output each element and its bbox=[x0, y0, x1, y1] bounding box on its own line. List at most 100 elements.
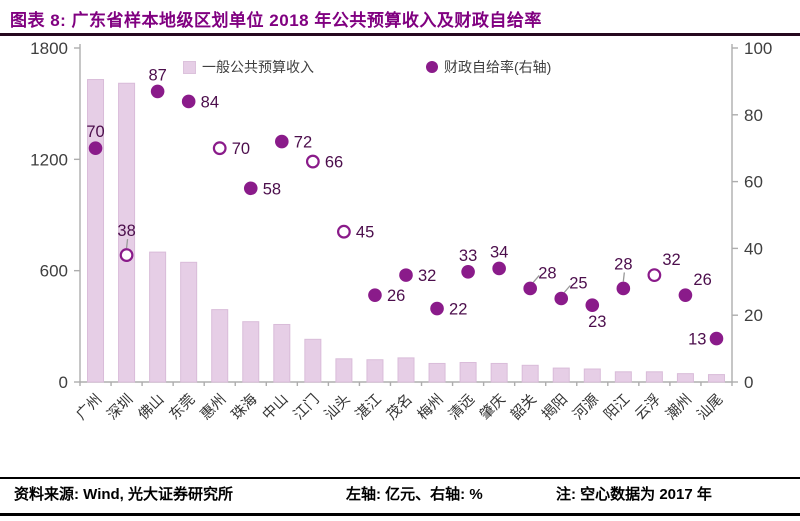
figure-title: 图表 8: 广东省样本地级区划单位 2018 年公共预算收入及财政自给率 bbox=[10, 11, 542, 30]
right-axis-tick-label: 40 bbox=[744, 239, 763, 258]
selfsufficiency-dot-广州 bbox=[88, 141, 103, 155]
revenue-bar-韶关 bbox=[521, 364, 539, 383]
footer: 资料来源: Wind, 光大证券研究所 左轴: 亿元、右轴: % 注: 空心数据… bbox=[0, 483, 800, 509]
selfsufficiency-dot-2017-云浮 bbox=[647, 268, 662, 283]
selfsufficiency-dot-韶关 bbox=[523, 281, 537, 296]
revenue-bar-肇庆 bbox=[490, 362, 508, 383]
x-axis-label-河源: 河源 bbox=[570, 390, 603, 423]
point-label-湛江: 26 bbox=[387, 287, 405, 305]
selfsufficiency-dot-东莞 bbox=[181, 94, 196, 109]
dot-swatch-icon bbox=[426, 61, 438, 73]
x-axis-label-中山: 中山 bbox=[259, 391, 292, 424]
point-label-汕头: 45 bbox=[356, 224, 374, 242]
x-axis-label-云浮: 云浮 bbox=[632, 391, 665, 424]
revenue-bar-汕尾 bbox=[707, 374, 725, 383]
selfsufficiency-dot-2017-深圳 bbox=[119, 248, 134, 262]
point-label-江门: 66 bbox=[325, 154, 343, 172]
chart-canvas: 0 600 1200 1800 0 20 40 60 80 100 广州 深圳 佛山 东莞 惠州 珠海 中山 江门… bbox=[30, 39, 772, 424]
label-leader-line bbox=[622, 272, 625, 282]
selfsufficiency-dot-佛山 bbox=[150, 84, 165, 99]
revenue-bar-揭阳 bbox=[552, 367, 570, 383]
selfsufficiency-dot-2017-江门 bbox=[305, 154, 320, 169]
x-axis-label-韶关: 韶关 bbox=[507, 391, 540, 424]
revenue-bar-江门 bbox=[304, 338, 322, 383]
x-axis-label-汕头: 汕头 bbox=[321, 391, 354, 424]
label-leader-line bbox=[125, 239, 129, 249]
selfsufficiency-dot-中山 bbox=[275, 134, 289, 149]
selfsufficiency-dot-2017-汕头 bbox=[337, 224, 351, 239]
x-axis-label-汕尾: 汕尾 bbox=[694, 391, 727, 424]
x-axis-label-佛山: 佛山 bbox=[135, 391, 168, 424]
x-axis-label-广州: 广州 bbox=[73, 391, 106, 424]
bottom-border bbox=[0, 513, 800, 516]
revenue-bar-湛江 bbox=[366, 359, 384, 383]
point-label-东莞: 84 bbox=[201, 93, 219, 111]
x-axis-label-潮州: 潮州 bbox=[663, 391, 696, 424]
x-axis-label-湛江: 湛江 bbox=[352, 391, 385, 424]
point-label-中山: 72 bbox=[294, 134, 312, 152]
point-label-河源: 23 bbox=[588, 313, 606, 331]
legend-label-selfsufficiency: 财政自给率(右轴) bbox=[444, 59, 552, 75]
x-axis-label-惠州: 惠州 bbox=[197, 391, 230, 424]
selfsufficiency-dot-肇庆 bbox=[492, 261, 506, 276]
x-axis-label-梅州: 梅州 bbox=[414, 391, 447, 424]
point-label-阳江: 28 bbox=[614, 255, 632, 273]
revenue-bar-茂名 bbox=[397, 357, 415, 383]
revenue-bar-潮州 bbox=[676, 373, 694, 383]
revenue-bar-云浮 bbox=[645, 371, 663, 383]
x-axis-label-江门: 江门 bbox=[290, 391, 323, 424]
selfsufficiency-dot-河源 bbox=[585, 298, 600, 312]
x-axis-label-深圳: 深圳 bbox=[104, 391, 137, 424]
point-label-清远: 33 bbox=[459, 247, 477, 265]
selfsufficiency-dot-2017-惠州 bbox=[212, 141, 227, 156]
point-label-揭阳: 25 bbox=[569, 275, 587, 293]
left-axis-tick-label: 1800 bbox=[30, 39, 68, 58]
selfsufficiency-dot-揭阳 bbox=[554, 291, 569, 306]
point-label-潮州: 26 bbox=[693, 271, 711, 289]
selfsufficiency-dot-汕尾 bbox=[709, 331, 724, 346]
x-axis-label-阳江: 阳江 bbox=[601, 391, 634, 424]
title-divider bbox=[0, 33, 800, 36]
revenue-bar-惠州 bbox=[211, 309, 229, 383]
axis-units-note: 左轴: 亿元、右轴: % bbox=[346, 486, 483, 503]
point-label-茂名: 32 bbox=[418, 267, 436, 285]
selfsufficiency-dot-清远 bbox=[461, 264, 475, 279]
point-label-深圳: 38 bbox=[117, 222, 135, 240]
revenue-bar-深圳 bbox=[118, 82, 136, 383]
label-leader-line bbox=[563, 285, 571, 293]
point-label-韶关: 28 bbox=[538, 264, 556, 282]
x-axis-label-清远: 清远 bbox=[445, 391, 478, 424]
left-axis-tick-label: 0 bbox=[59, 373, 68, 392]
point-label-汕尾: 13 bbox=[688, 331, 706, 349]
point-label-佛山: 87 bbox=[148, 66, 166, 84]
point-label-肇庆: 34 bbox=[490, 243, 508, 261]
revenue-bar-中山 bbox=[273, 323, 291, 383]
hollow-data-note: 注: 空心数据为 2017 年 bbox=[556, 486, 712, 503]
right-axis-tick-label: 60 bbox=[744, 173, 763, 192]
selfsufficiency-dot-湛江 bbox=[368, 288, 382, 302]
legend-item-revenue: 一般公共预算收入 bbox=[183, 57, 314, 77]
x-axis-label-东莞: 东莞 bbox=[166, 391, 199, 424]
revenue-bar-河源 bbox=[583, 368, 601, 383]
point-label-珠海: 58 bbox=[263, 180, 281, 198]
source-note: 资料来源: Wind, 光大证券研究所 bbox=[14, 486, 234, 503]
selfsufficiency-dot-珠海 bbox=[243, 181, 258, 196]
legend-item-selfsufficiency: 财政自给率(右轴) bbox=[426, 57, 551, 77]
point-label-云浮: 32 bbox=[662, 251, 680, 269]
right-axis-tick-label: 20 bbox=[744, 306, 763, 325]
revenue-bar-梅州 bbox=[428, 362, 446, 383]
revenue-bar-广州 bbox=[87, 79, 105, 383]
revenue-bar-汕头 bbox=[335, 358, 353, 383]
revenue-bar-阳江 bbox=[614, 371, 632, 383]
revenue-bar-东莞 bbox=[180, 261, 198, 383]
x-axis-label-揭阳: 揭阳 bbox=[539, 391, 572, 424]
point-label-广州: 70 bbox=[86, 123, 104, 141]
left-axis-tick-label: 600 bbox=[40, 262, 68, 281]
x-axis-label-珠海: 珠海 bbox=[228, 391, 261, 424]
selfsufficiency-dot-茂名 bbox=[399, 268, 413, 282]
x-axis-label-茂名: 茂名 bbox=[383, 391, 416, 424]
revenue-bar-珠海 bbox=[242, 321, 260, 383]
x-axis-label-肇庆: 肇庆 bbox=[476, 391, 509, 424]
selfsufficiency-dot-潮州 bbox=[678, 288, 693, 302]
